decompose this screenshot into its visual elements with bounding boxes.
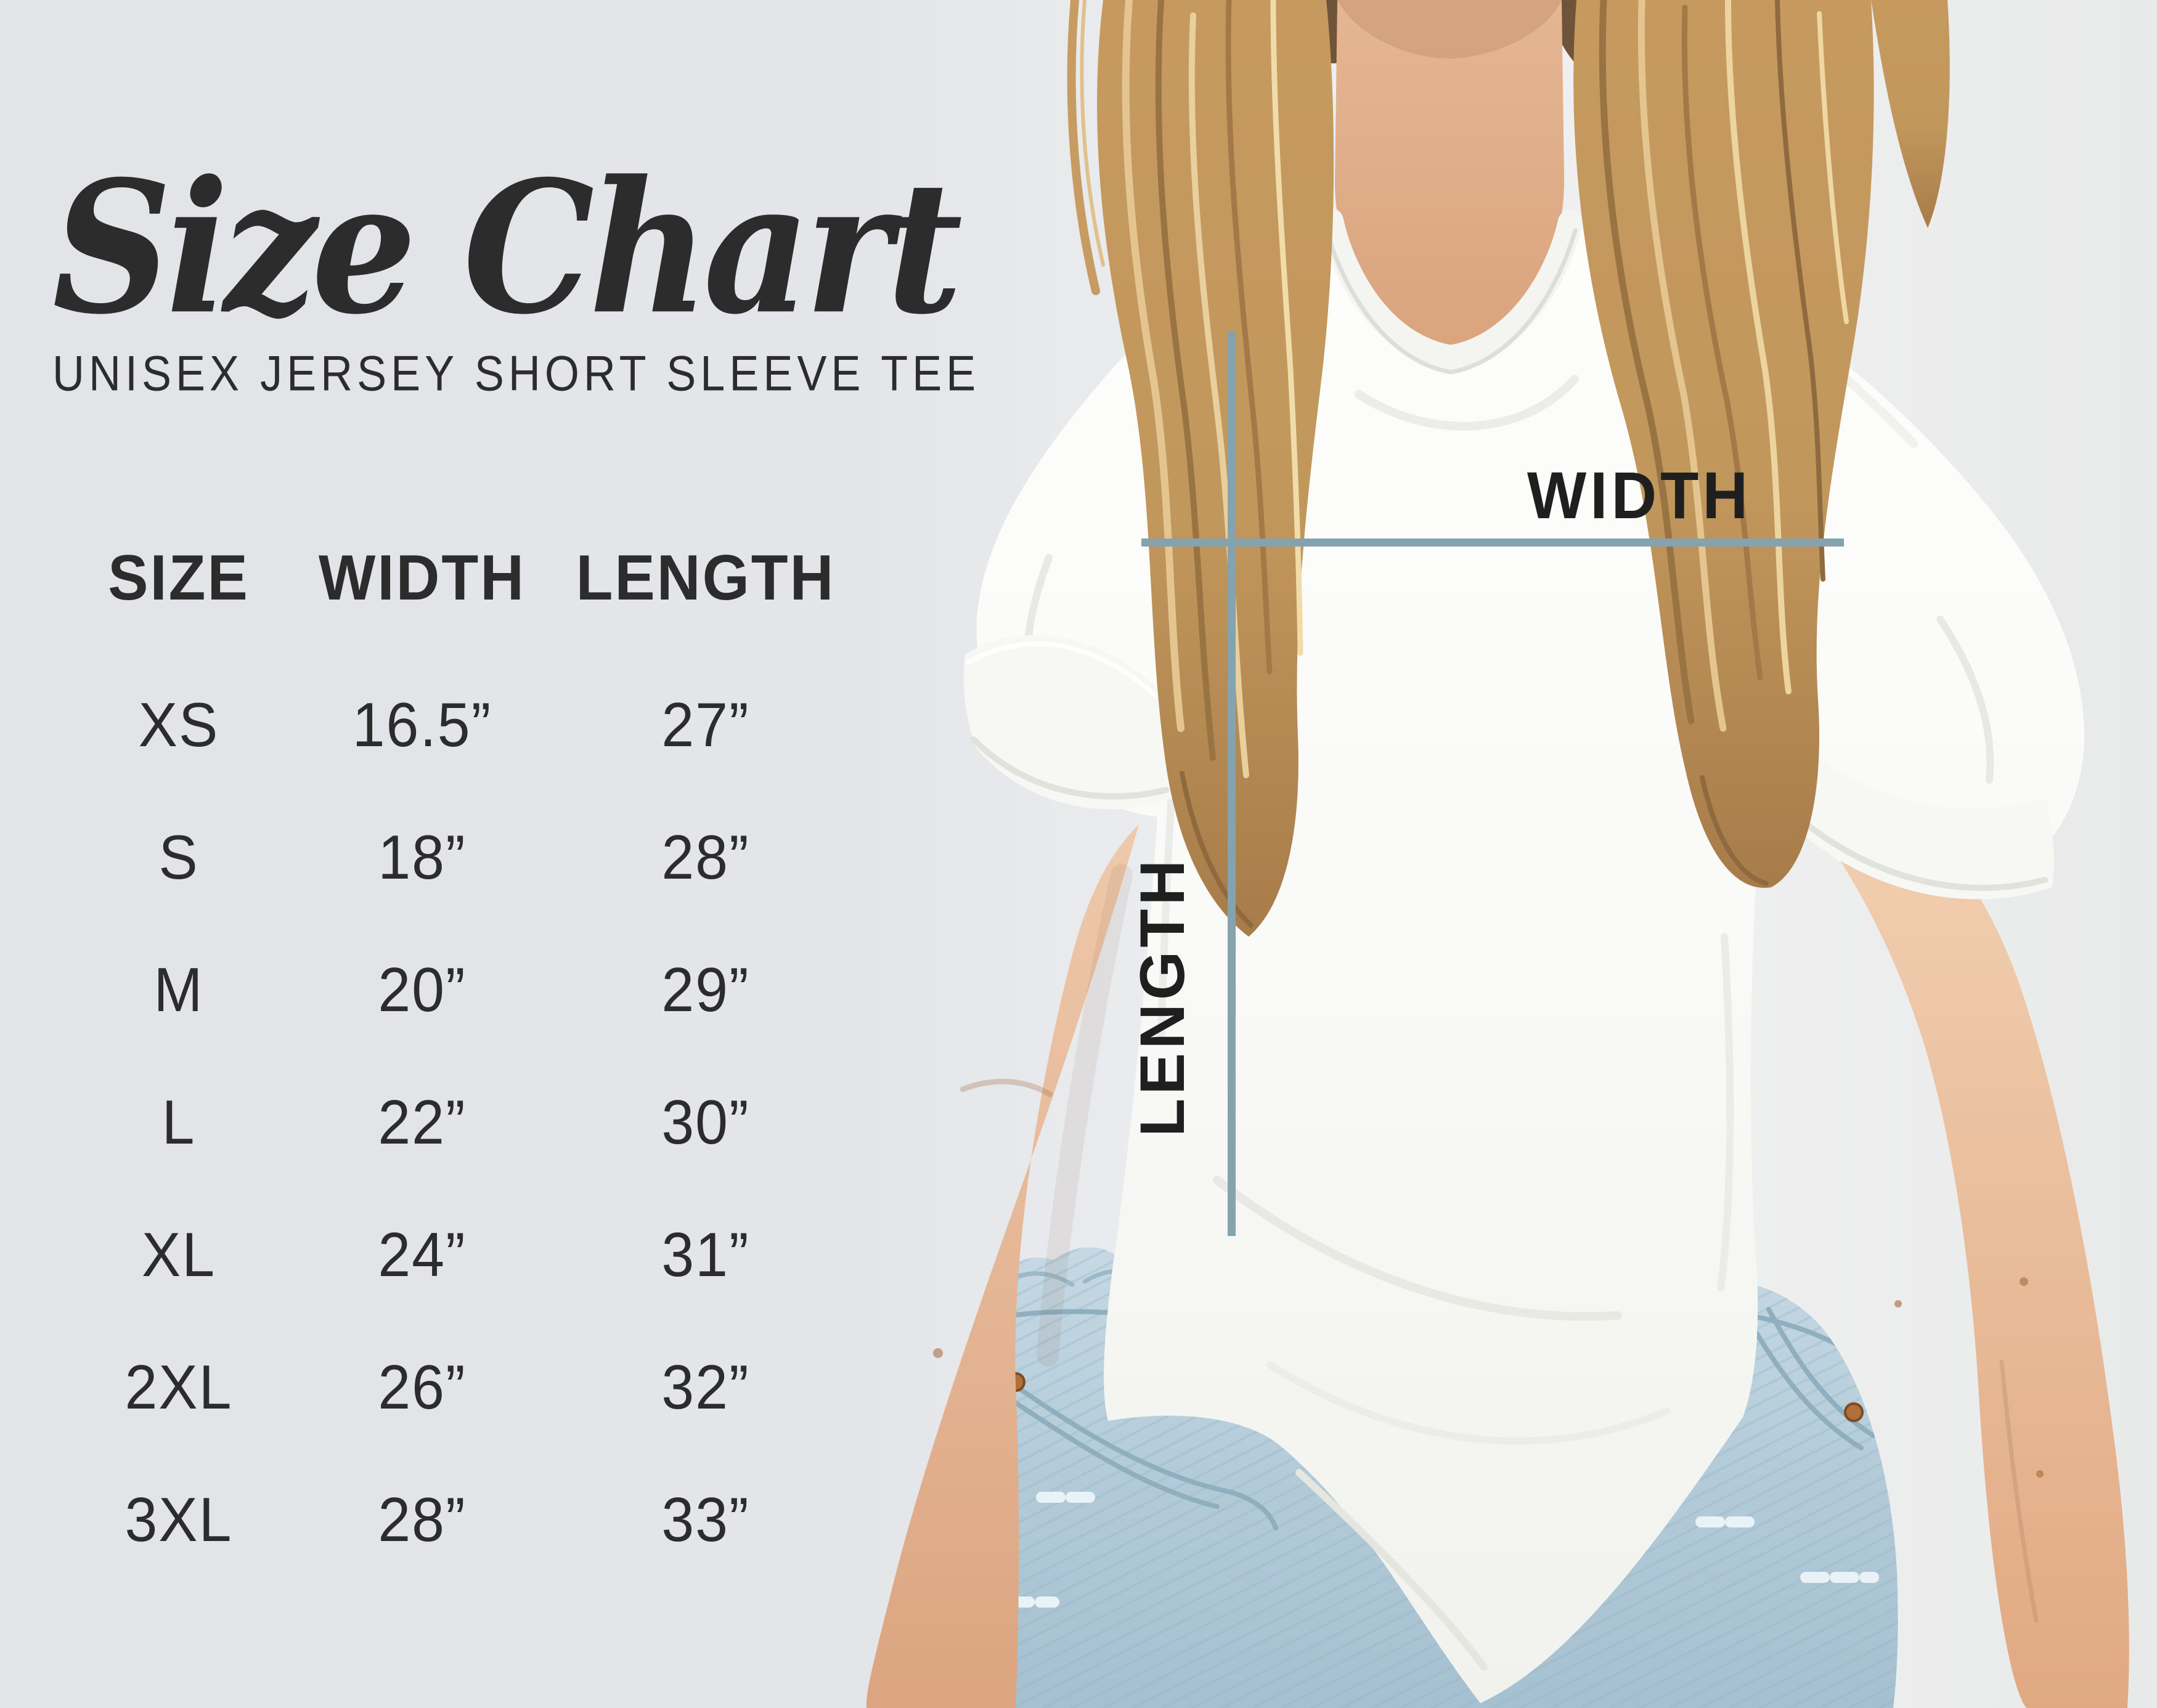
length-measure-line — [1228, 331, 1236, 1236]
width-cell: 22” — [378, 1088, 467, 1158]
length-cell: 33” — [661, 1485, 750, 1555]
header-length: LENGTH — [576, 541, 836, 613]
model-hair — [1067, 0, 1950, 937]
table-row: M 20” 29” — [59, 924, 866, 1057]
width-cell: 18” — [378, 823, 467, 893]
width-cell: 16.5” — [352, 690, 492, 760]
size-cell: XS — [138, 690, 219, 760]
table-row: L 22” 30” — [59, 1057, 866, 1189]
table-row: 2XL 26” 32” — [59, 1322, 866, 1454]
size-cell: L — [161, 1088, 196, 1158]
length-cell: 29” — [661, 955, 750, 1025]
size-cell: M — [153, 955, 204, 1025]
skin-moles — [1894, 1277, 2044, 1478]
table-row: S 18” 28” — [59, 792, 866, 924]
width-label: WIDTH — [1527, 458, 1752, 533]
length-label: LENGTH — [1127, 856, 1197, 1137]
page-title: Size Chart — [52, 141, 963, 355]
model-neck — [1335, 0, 1565, 349]
table-row: 3XL 28” 33” — [59, 1454, 866, 1587]
size-cell: XL — [141, 1220, 216, 1290]
tshirt-cuffs — [963, 635, 2054, 900]
skin-mole — [933, 1348, 943, 1358]
tshirt-collar — [1319, 208, 1583, 375]
header-size: SIZE — [108, 541, 250, 613]
width-cell: 26” — [378, 1352, 467, 1423]
hair-strands-right — [1599, 0, 1849, 886]
table-row: XS 16.5” 27” — [59, 659, 866, 792]
size-table: SIZE WIDTH LENGTH XS 16.5” 27” S 18” 28”… — [59, 531, 866, 1587]
length-cell: 31” — [661, 1220, 750, 1290]
header-width: WIDTH — [318, 541, 526, 613]
size-chart-panel: Size Chart UNISEX JERSEY SHORT SLEEVE TE… — [0, 0, 981, 1708]
size-cell: 2XL — [124, 1352, 233, 1423]
width-measure-line — [1141, 539, 1844, 547]
size-table-header: SIZE WIDTH LENGTH — [59, 531, 866, 624]
table-row: XL 24” 31” — [59, 1189, 866, 1322]
width-cell: 28” — [378, 1485, 467, 1555]
size-cell: S — [158, 823, 199, 893]
width-cell: 24” — [378, 1220, 467, 1290]
page-subtitle: UNISEX JERSEY SHORT SLEEVE TEE — [52, 346, 981, 402]
length-cell: 28” — [661, 823, 750, 893]
length-cell: 32” — [661, 1352, 750, 1423]
width-cell: 20” — [378, 955, 467, 1025]
size-cell: 3XL — [124, 1485, 233, 1555]
model-right-arm — [1813, 816, 2129, 1708]
model-left-arm — [866, 824, 1139, 1708]
hair-strands-left — [1067, 0, 1303, 928]
length-cell: 30” — [661, 1088, 750, 1158]
size-table-rows: XS 16.5” 27” S 18” 28” M 20” 29” L 22” — [59, 659, 866, 1587]
length-cell: 27” — [661, 690, 750, 760]
